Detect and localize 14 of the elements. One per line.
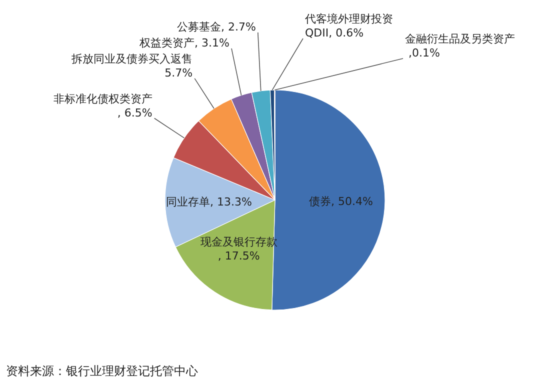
- slice-label: 权益类资产, 3.1%: [138, 36, 230, 50]
- data-label: 5.7%: [164, 66, 193, 80]
- data-label: , 17.5%: [218, 249, 260, 262]
- slice-label: 公募基金, 2.7%: [176, 20, 256, 34]
- slice-label: 金融衍生品及另类资产: [405, 32, 515, 46]
- data-label: ,0.1%: [405, 46, 440, 60]
- slice-label: 债券, 50.4%: [309, 194, 373, 208]
- slice-label: 同业存单, 13.3%: [166, 196, 252, 209]
- data-label: QDII, 0.6%: [305, 26, 364, 40]
- slice-label: 非标准化债权类资产: [53, 92, 152, 106]
- slice-label: 代客境外理财投资: [304, 12, 393, 26]
- slice-label: 拆放同业及债券买入返售: [70, 52, 193, 66]
- data-label: , 6.5%: [117, 106, 152, 120]
- text: 资料来源：银行业理财登记托管中心: [6, 364, 198, 378]
